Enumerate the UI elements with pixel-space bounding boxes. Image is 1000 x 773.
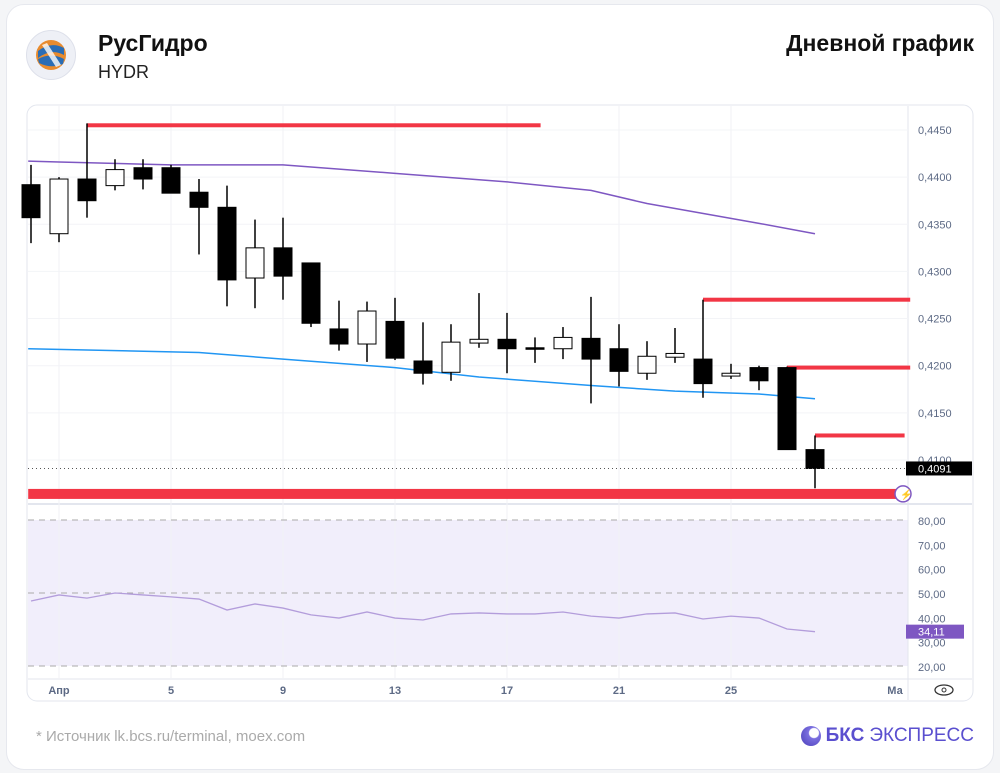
candle-body xyxy=(637,355,657,374)
ticker: HYDR xyxy=(98,62,150,82)
lightning-icon: ⚡ xyxy=(900,488,912,501)
time-tick-label: 9 xyxy=(280,685,286,697)
rsi-last-badge xyxy=(906,624,964,639)
candle-body xyxy=(245,247,265,279)
company-name: РусГидро xyxy=(98,30,208,56)
candle-body xyxy=(553,336,573,350)
candle-body xyxy=(497,338,517,350)
candle-body xyxy=(721,372,741,377)
level-line xyxy=(28,488,897,499)
candle-body xyxy=(805,449,825,469)
company-logo xyxy=(26,30,76,80)
candle-body xyxy=(189,191,209,208)
candle-body xyxy=(413,360,433,374)
candle-body xyxy=(329,328,349,345)
eye-settings-icon xyxy=(934,684,954,696)
moving-average-short xyxy=(28,347,816,400)
brand-logo: БКС ЭКСПРЕСС xyxy=(800,725,974,747)
candle-body xyxy=(665,352,685,358)
rsi-last-label: 34,11 xyxy=(918,627,945,639)
candle-body xyxy=(469,338,489,344)
candle-body xyxy=(357,310,377,345)
time-tick-label: 25 xyxy=(725,685,737,697)
rsi-tick-label: 70,00 xyxy=(918,540,946,552)
rsi-line xyxy=(30,592,816,633)
level-line xyxy=(87,123,541,128)
source-note: * Источник lk.bcs.ru/terminal, moex.com xyxy=(36,728,306,745)
price-tick-label: 0,4350 xyxy=(918,219,952,231)
candle-body xyxy=(581,337,601,360)
price-tick-label: 0,4450 xyxy=(918,125,952,137)
candle-body xyxy=(133,167,153,180)
time-tick-label: 17 xyxy=(501,685,513,697)
level-line xyxy=(703,297,911,302)
time-tick-label: 21 xyxy=(613,685,625,697)
level-line xyxy=(787,365,911,370)
candle-body xyxy=(777,367,797,451)
time-tick-label: 5 xyxy=(168,685,174,697)
rsi-tick-label: 40,00 xyxy=(918,613,946,625)
candle-body xyxy=(301,262,321,324)
price-tick-label: 0,4300 xyxy=(918,266,952,278)
brand-icon xyxy=(800,726,821,746)
last-price-badge xyxy=(906,461,972,476)
candle-body xyxy=(161,167,181,194)
level-line xyxy=(815,433,905,438)
candle-body xyxy=(693,358,713,385)
rsi-tick-label: 80,00 xyxy=(918,516,946,528)
brand-bold: БКС xyxy=(825,725,865,746)
candle-body xyxy=(749,367,769,382)
rsi-tick-label: 60,00 xyxy=(918,565,946,577)
price-tick-label: 0,4400 xyxy=(918,172,952,184)
last-price-label: 0,4091 xyxy=(918,463,952,475)
price-tick-label: 0,4150 xyxy=(918,408,952,420)
time-tick-label: Апр xyxy=(48,685,70,697)
candle-body xyxy=(525,347,545,350)
candle-body xyxy=(609,348,629,372)
price-tick-label: 0,4200 xyxy=(918,361,952,373)
candle-body xyxy=(77,178,97,202)
rsi-tick-label: 20,00 xyxy=(918,662,946,674)
time-tick-label: 13 xyxy=(389,685,401,697)
brand-rest: ЭКСПРЕСС xyxy=(869,725,974,746)
candle-body xyxy=(105,169,125,187)
alert-icon xyxy=(894,485,912,503)
chart-type-title: Дневной график xyxy=(786,30,974,56)
candle-body xyxy=(385,320,405,359)
rsi-tick-label: 30,00 xyxy=(918,638,946,650)
candle-body xyxy=(217,206,237,281)
candle-body xyxy=(441,341,461,373)
time-tick-label: Ма xyxy=(887,685,903,697)
candle-body xyxy=(49,178,69,235)
price-tick-label: 0,4250 xyxy=(918,314,952,326)
candle-body xyxy=(273,247,293,277)
candle-body xyxy=(21,184,41,219)
rsi-tick-label: 50,00 xyxy=(918,589,946,601)
eye-pupil-icon xyxy=(941,687,947,693)
